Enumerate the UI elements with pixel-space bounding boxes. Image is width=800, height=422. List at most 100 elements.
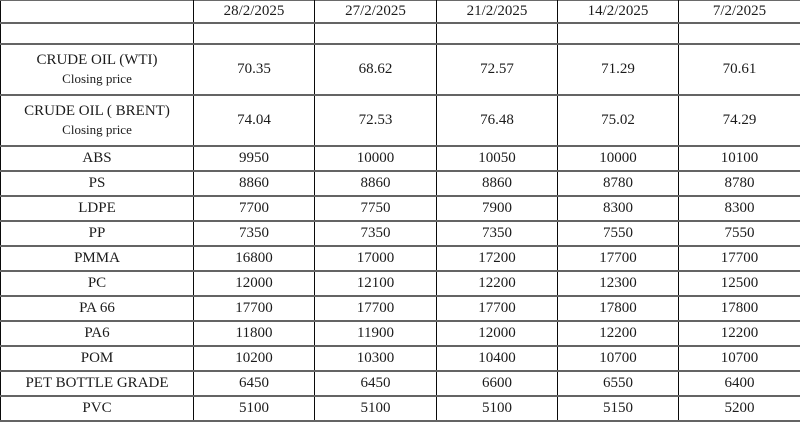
price-cell: 17700 [558,246,679,271]
price-cell: 6550 [558,371,679,396]
price-cell: 9950 [194,146,315,171]
row-label-title: CRUDE OIL ( BRENT) [1,101,193,123]
price-cell: 8300 [679,196,800,221]
price-cell: 74.29 [679,95,800,146]
price-cell: 17200 [437,246,558,271]
price-cell: 12300 [558,271,679,296]
table-row-pa66: PA 66 17700 17700 17700 17800 17800 [1,296,800,321]
row-label: PVC [1,396,194,421]
column-header-date: 27/2/2025 [315,1,437,23]
price-cell: 12500 [679,271,800,296]
price-cell: 6450 [315,371,437,396]
table-row-crude-brent: CRUDE OIL ( BRENT) Closing price 74.04 7… [1,95,800,146]
row-label: PET BOTTLE GRADE [1,371,194,396]
table-row-pom: POM 10200 10300 10400 10700 10700 [1,346,800,371]
table-row-abs: ABS 9950 10000 10050 10000 10100 [1,146,800,171]
column-header-date: 14/2/2025 [558,1,679,23]
price-cell: 8860 [437,171,558,196]
price-cell: 10400 [437,346,558,371]
row-label: POM [1,346,194,371]
price-cell: 71.29 [558,44,679,95]
price-cell: 10300 [315,346,437,371]
empty-cell [437,23,558,44]
price-cell: 72.53 [315,95,437,146]
price-cell: 6400 [679,371,800,396]
price-cell: 11800 [194,321,315,346]
row-label: ABS [1,146,194,171]
price-cell: 68.62 [315,44,437,95]
price-cell: 75.02 [558,95,679,146]
table-row-pmma: PMMA 16800 17000 17200 17700 17700 [1,246,800,271]
price-cell: 7900 [437,196,558,221]
column-header-date: 28/2/2025 [194,1,315,23]
price-cell: 5100 [437,396,558,421]
price-cell: 5200 [679,396,800,421]
price-cell: 7550 [558,221,679,246]
price-cell: 17800 [679,296,800,321]
row-label-subtitle: Closing price [1,71,193,88]
price-cell: 5100 [315,396,437,421]
price-cell: 6600 [437,371,558,396]
price-cell: 70.61 [679,44,800,95]
price-cell: 16800 [194,246,315,271]
price-cell: 17700 [679,246,800,271]
price-cell: 17700 [194,296,315,321]
price-cell: 12000 [194,271,315,296]
row-label: CRUDE OIL (WTI) Closing price [1,44,194,95]
price-cell: 17700 [437,296,558,321]
price-cell: 8780 [679,171,800,196]
price-cell: 8860 [194,171,315,196]
price-cell: 17700 [315,296,437,321]
table-row-crude-wti: CRUDE OIL (WTI) Closing price 70.35 68.6… [1,44,800,95]
price-cell: 17000 [315,246,437,271]
price-cell: 10700 [558,346,679,371]
price-cell: 5150 [558,396,679,421]
table-row-pp: PP 7350 7350 7350 7550 7550 [1,221,800,246]
price-cell: 72.57 [437,44,558,95]
price-cell: 10700 [679,346,800,371]
price-cell: 10050 [437,146,558,171]
column-header-date: 7/2/2025 [679,1,800,23]
price-cell: 7350 [315,221,437,246]
price-cell: 7350 [194,221,315,246]
row-label: PS [1,171,194,196]
table-row-pc: PC 12000 12100 12200 12300 12500 [1,271,800,296]
price-cell: 10100 [679,146,800,171]
price-cell: 7700 [194,196,315,221]
price-cell: 7550 [679,221,800,246]
price-cell: 74.04 [194,95,315,146]
empty-cell [315,23,437,44]
price-cell: 7350 [437,221,558,246]
price-cell: 8860 [315,171,437,196]
table-row-pa6: PA6 11800 11900 12000 12200 12200 [1,321,800,346]
empty-cell [679,23,800,44]
row-label-title: CRUDE OIL (WTI) [1,50,193,72]
price-cell: 5100 [194,396,315,421]
row-label: CRUDE OIL ( BRENT) Closing price [1,95,194,146]
price-cell: 70.35 [194,44,315,95]
price-cell: 12200 [437,271,558,296]
table-row-ps: PS 8860 8860 8860 8780 8780 [1,171,800,196]
price-cell: 12000 [437,321,558,346]
price-cell: 7750 [315,196,437,221]
price-cell: 8300 [558,196,679,221]
price-cell: 12200 [679,321,800,346]
price-cell: 11900 [315,321,437,346]
price-cell: 12100 [315,271,437,296]
table-row-ldpe: LDPE 7700 7750 7900 8300 8300 [1,196,800,221]
row-label: LDPE [1,196,194,221]
price-cell: 8780 [558,171,679,196]
corner-cell [1,1,194,23]
empty-cell [1,23,194,44]
price-cell: 12200 [558,321,679,346]
empty-cell [194,23,315,44]
row-label: PA 66 [1,296,194,321]
price-cell: 10000 [558,146,679,171]
table-row-pet-bottle-grade: PET BOTTLE GRADE 6450 6450 6600 6550 640… [1,371,800,396]
row-label: PC [1,271,194,296]
price-cell: 10200 [194,346,315,371]
row-label-subtitle: Closing price [1,122,193,139]
price-cell: 76.48 [437,95,558,146]
spacer-row [1,23,800,44]
